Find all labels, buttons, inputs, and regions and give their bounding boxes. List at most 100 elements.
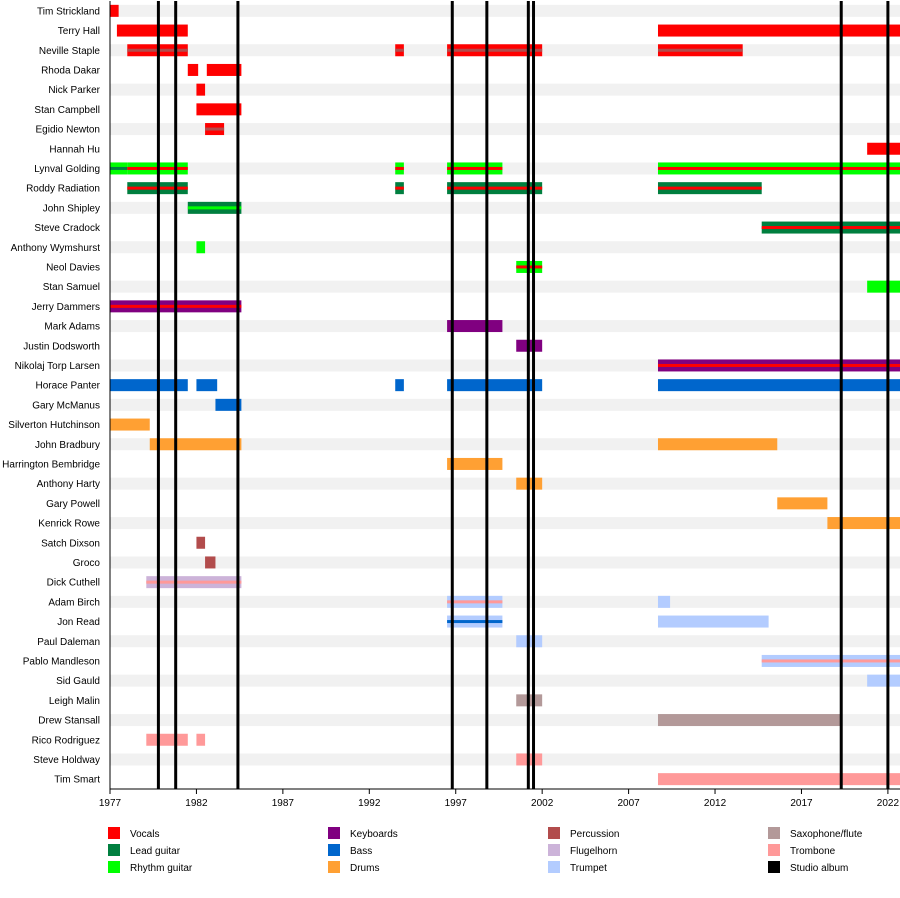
bar-horace-panter-3 — [447, 379, 543, 392]
bar-terry-hall-0 — [116, 24, 188, 37]
member-name-gary-powell: Gary Powell — [46, 499, 100, 510]
bar-accent-lynval-golding-4 — [657, 166, 900, 170]
member-name-justin-dodsworth: Justin Dodsworth — [23, 341, 100, 352]
member-name-anthony-harty: Anthony Harty — [37, 479, 100, 490]
bar-gary-mcmanus-0 — [215, 398, 242, 411]
legend-label-vocals: Vocals — [130, 829, 159, 840]
row-stripe — [110, 477, 900, 490]
bar-accent-roddy-radiation-2 — [447, 186, 543, 190]
member-name-harrington-bembridge: Harrington Bembridge — [2, 459, 100, 470]
bar-terry-hall-1 — [657, 24, 900, 37]
legend-label-drums: Drums — [350, 863, 379, 874]
member-name-stan-campbell: Stan Campbell — [34, 105, 100, 116]
bar-rhoda-dakar-1 — [206, 63, 242, 76]
bar-accent-egidio-newton-0 — [205, 127, 225, 131]
member-name-leigh-malin: Leigh Malin — [49, 696, 100, 707]
member-name-mark-adams: Mark Adams — [44, 322, 100, 333]
bar-kenrick-rowe-0 — [827, 517, 900, 530]
member-name-silverton-hutchinson: Silverton Hutchinson — [8, 420, 100, 431]
member-name-tim-strickland: Tim Strickland — [37, 6, 100, 17]
bar-accent-roddy-radiation-3 — [657, 186, 762, 190]
bar-anthony-wymshurst-0 — [196, 241, 206, 254]
bar-tim-smart-0 — [657, 773, 900, 786]
member-names: Tim Strickland Terry Hall Neville Staple Rh… — [2, 6, 101, 785]
bar-accent-john-shipley-0 — [187, 206, 242, 210]
row-stripe — [110, 556, 900, 569]
legend-label-lead-guitar: Lead guitar — [130, 846, 181, 857]
member-name-steve-holdway: Steve Holdway — [33, 755, 100, 766]
legend-swatch-vocals — [108, 827, 120, 839]
bar-horace-panter-2 — [395, 379, 404, 392]
member-name-rico-rodriguez: Rico Rodriguez — [32, 735, 100, 746]
bar-drew-stansall-0 — [657, 714, 842, 727]
x-tick-label-2002: 2002 — [531, 798, 554, 809]
bar-satch-dixson-0 — [196, 536, 206, 549]
bar-accent-lynval-golding-0 — [110, 166, 128, 170]
bar-silverton-hutchinson-0 — [110, 418, 150, 431]
bar-horace-panter-1 — [196, 379, 218, 392]
legend-swatch-rhythm-guitar — [108, 861, 120, 873]
row-stripe — [110, 320, 900, 333]
studio-album-lines — [156, 1, 890, 789]
x-tick-label-1997: 1997 — [445, 798, 468, 809]
member-name-lynval-golding: Lynval Golding — [34, 164, 100, 175]
bar-hannah-hu-0 — [867, 142, 900, 155]
bar-adam-birch-1 — [657, 595, 671, 608]
legend-swatch-studio-album — [768, 861, 780, 873]
row-stripes — [110, 4, 900, 766]
legend-swatch-keyboards — [328, 827, 340, 839]
legend-swatch-trumpet — [548, 861, 560, 873]
bar-accent-pablo-mandleson-0 — [761, 659, 900, 663]
row-stripe — [110, 241, 900, 254]
legend-label-saxophone-flute: Saxophone/flute — [790, 829, 863, 840]
member-name-nikolaj-torp-larsen: Nikolaj Torp Larsen — [15, 361, 100, 372]
bar-horace-panter-4 — [657, 379, 900, 392]
row-stripe — [110, 83, 900, 96]
member-name-pablo-mandleson: Pablo Mandleson — [23, 656, 100, 667]
legend-label-studio-album: Studio album — [790, 863, 848, 874]
legend-swatch-percussion — [548, 827, 560, 839]
legend-label-bass: Bass — [350, 846, 372, 857]
legend-label-percussion: Percussion — [570, 829, 619, 840]
member-name-satch-dixson: Satch Dixson — [41, 538, 100, 549]
bar-john-bradbury-0 — [149, 438, 242, 451]
row-stripe — [110, 4, 900, 17]
legend-label-rhythm-guitar: Rhythm guitar — [130, 863, 193, 874]
bar-accent-lynval-golding-3 — [447, 166, 503, 170]
legend-label-trumpet: Trumpet — [570, 863, 607, 874]
bar-accent-neville-staple-2 — [447, 48, 543, 52]
bar-horace-panter-0 — [110, 379, 188, 392]
member-name-john-shipley: John Shipley — [43, 203, 100, 214]
legend-label-keyboards: Keyboards — [350, 829, 398, 840]
x-tick-label-1977: 1977 — [99, 798, 122, 809]
bar-accent-nikolaj-torp-larsen-0 — [657, 363, 900, 367]
row-stripe — [110, 398, 900, 411]
row-stripe — [110, 201, 900, 214]
member-name-sid-gauld: Sid Gauld — [56, 676, 100, 687]
bar-stan-campbell-0 — [196, 103, 242, 116]
member-name-jerry-dammers: Jerry Dammers — [32, 302, 100, 313]
bar-accent-lynval-golding-2 — [395, 166, 404, 170]
bar-accent-steve-cradock-0 — [761, 226, 900, 230]
x-tick-label-1987: 1987 — [272, 798, 295, 809]
bar-accent-neville-staple-1 — [395, 48, 404, 52]
bar-harrington-bembridge-0 — [447, 457, 503, 470]
bar-groco-0 — [205, 556, 216, 569]
bar-rhoda-dakar-0 — [187, 63, 199, 76]
member-name-gary-mcmanus: Gary McManus — [32, 400, 100, 411]
member-name-horace-panter: Horace Panter — [36, 381, 101, 392]
x-axis: 1977 1982 1987 1992 1997 2002 2007 2012 2017 2022 — [99, 1, 900, 809]
member-name-stan-samuel: Stan Samuel — [43, 282, 100, 293]
bar-stan-samuel-0 — [867, 280, 900, 293]
row-stripe — [110, 595, 900, 608]
member-name-roddy-radiation: Roddy Radiation — [26, 184, 100, 195]
row-stripe — [110, 674, 900, 687]
member-name-nick-parker: Nick Parker — [48, 85, 100, 96]
legend-label-trombone: Trombone — [790, 846, 836, 857]
legend-swatch-bass — [328, 844, 340, 856]
bar-tim-strickland-0 — [110, 4, 119, 17]
x-tick-label-1992: 1992 — [358, 798, 381, 809]
legend-swatch-trombone — [768, 844, 780, 856]
legend: Vocals Keyboards Percussion Saxophone/flute… — [108, 827, 863, 874]
bar-accent-dick-cuthell-0 — [146, 580, 242, 584]
